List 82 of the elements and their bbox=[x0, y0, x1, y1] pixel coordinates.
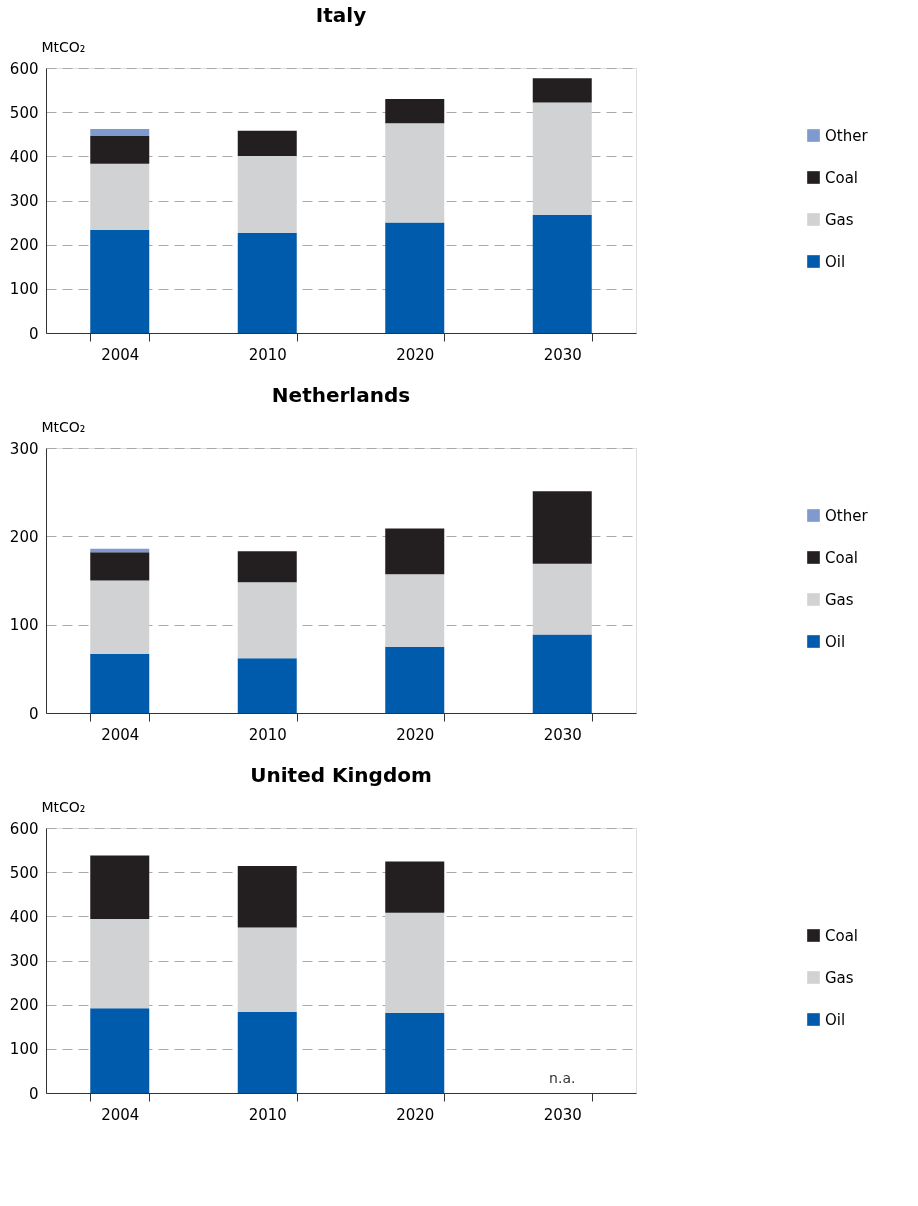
legend-label: Oil bbox=[825, 632, 846, 651]
bar bbox=[90, 230, 150, 333]
bar bbox=[90, 855, 150, 919]
y-tick-label: 200 bbox=[9, 527, 39, 546]
chart-title: United Kingdom bbox=[250, 763, 432, 787]
bar bbox=[532, 634, 592, 713]
x-tick-label: 2010 bbox=[248, 725, 287, 744]
legend-label: Oil bbox=[825, 1010, 846, 1029]
y-tick-label: 400 bbox=[9, 147, 39, 166]
chart-title: Netherlands bbox=[271, 383, 411, 407]
bar bbox=[532, 214, 592, 333]
legend-label: Oil bbox=[825, 252, 846, 271]
x-tick-label: 2010 bbox=[248, 345, 287, 364]
x-tick-label: 2004 bbox=[101, 725, 140, 744]
y-axis-title: MtCO₂ bbox=[41, 798, 86, 815]
x-tick-label: 2030 bbox=[543, 345, 582, 364]
bar bbox=[385, 222, 445, 333]
bar bbox=[385, 912, 445, 1014]
y-tick-label: 200 bbox=[9, 996, 39, 1015]
legend-label: Other bbox=[825, 126, 869, 145]
y-tick-label: 300 bbox=[9, 952, 39, 970]
x-tick-label: 2010 bbox=[248, 1105, 287, 1124]
bar bbox=[90, 128, 150, 137]
bar bbox=[532, 78, 592, 103]
bar bbox=[532, 491, 592, 564]
bar bbox=[385, 528, 445, 575]
bar bbox=[90, 653, 150, 713]
y-tick-label: 500 bbox=[9, 863, 39, 882]
bar bbox=[90, 918, 150, 1009]
annotation: n.a. bbox=[549, 1070, 576, 1086]
bar bbox=[237, 582, 297, 659]
bar bbox=[237, 1011, 297, 1093]
legend-label: Coal bbox=[825, 548, 859, 567]
y-tick-label: 100 bbox=[9, 1040, 39, 1059]
y-tick-label: 600 bbox=[9, 59, 39, 78]
y-tick-label: 300 bbox=[9, 439, 39, 458]
bar bbox=[385, 1013, 445, 1093]
bar bbox=[237, 865, 297, 928]
bar bbox=[90, 580, 150, 654]
legend-label: Coal bbox=[825, 168, 859, 187]
legend-label: Gas bbox=[825, 210, 854, 229]
bar bbox=[237, 232, 297, 333]
y-tick-label: 400 bbox=[9, 907, 39, 926]
bar bbox=[90, 1008, 150, 1093]
bar bbox=[385, 646, 445, 713]
bar bbox=[385, 861, 445, 913]
bar bbox=[237, 658, 297, 713]
bar bbox=[237, 130, 297, 156]
x-tick-label: 2030 bbox=[543, 725, 582, 744]
legend-label: Coal bbox=[825, 926, 859, 945]
bar bbox=[237, 155, 297, 233]
bar bbox=[532, 102, 592, 215]
chart-title: Italy bbox=[315, 3, 367, 27]
y-tick-label: 100 bbox=[9, 616, 39, 635]
bar bbox=[385, 123, 445, 223]
x-tick-label: 2030 bbox=[543, 1105, 582, 1124]
legend-label: Gas bbox=[825, 968, 854, 987]
bar bbox=[90, 163, 150, 231]
y-tick-label: 0 bbox=[28, 1084, 39, 1103]
x-tick-label: 2020 bbox=[396, 725, 435, 744]
y-tick-label: 300 bbox=[9, 192, 39, 210]
legend-label: Other bbox=[825, 506, 869, 525]
bar bbox=[385, 574, 445, 647]
legend-label: Gas bbox=[825, 590, 854, 609]
x-tick-label: 2004 bbox=[101, 1105, 140, 1124]
y-tick-label: 600 bbox=[9, 819, 39, 838]
x-tick-label: 2004 bbox=[101, 345, 140, 364]
bar bbox=[90, 552, 150, 581]
y-axis-title: MtCO₂ bbox=[41, 418, 86, 435]
x-tick-label: 2020 bbox=[396, 345, 435, 364]
y-axis-title: MtCO₂ bbox=[41, 38, 86, 55]
bar bbox=[237, 551, 297, 583]
bar bbox=[237, 927, 297, 1012]
bar bbox=[385, 98, 445, 124]
y-tick-label: 200 bbox=[9, 236, 39, 255]
y-tick-label: 0 bbox=[28, 704, 39, 723]
y-tick-label: 0 bbox=[28, 324, 39, 343]
x-tick-label: 2020 bbox=[396, 1105, 435, 1124]
bar bbox=[532, 563, 592, 635]
y-tick-label: 500 bbox=[9, 103, 39, 122]
bar bbox=[90, 136, 150, 164]
y-tick-label: 100 bbox=[9, 280, 39, 299]
